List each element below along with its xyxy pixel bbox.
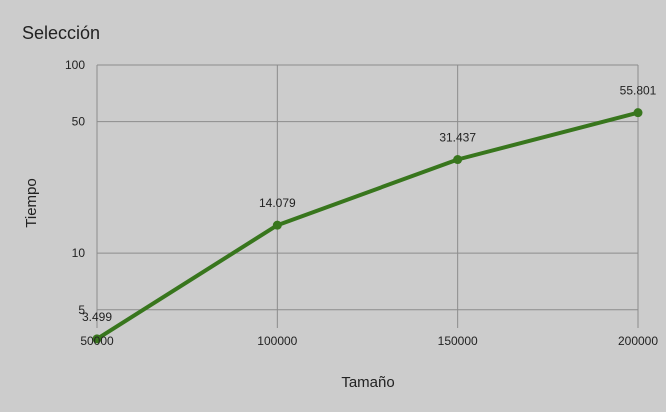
y-tick-label: 50 [72, 115, 86, 129]
chart-title: Selección [22, 23, 100, 43]
y-tick-label: 5 [78, 303, 85, 317]
data-point[interactable] [633, 108, 643, 118]
data-point[interactable] [453, 155, 463, 165]
label-layer: 50000 100000 150000 200000 5 10 50 100 3.499 14.0… [65, 58, 658, 348]
data-label: 55.801 [620, 84, 657, 98]
series-layer [92, 108, 643, 344]
data-point[interactable] [92, 334, 102, 344]
y-tick-label: 10 [72, 246, 86, 260]
data-point[interactable] [272, 220, 282, 230]
data-label: 14.079 [259, 196, 296, 210]
series-line [95, 110, 640, 341]
y-tick-label: 100 [65, 58, 85, 72]
x-tick-label: 200000 [618, 334, 658, 348]
data-label: 3.499 [82, 310, 112, 324]
x-tick-label: 100000 [257, 334, 297, 348]
x-tick-label: 150000 [438, 334, 478, 348]
x-tick-label: 50000 [80, 334, 114, 348]
y-axis-title: Tiempo [23, 178, 40, 227]
data-label: 31.437 [439, 131, 476, 145]
x-axis-title: Tamaño [341, 374, 394, 391]
